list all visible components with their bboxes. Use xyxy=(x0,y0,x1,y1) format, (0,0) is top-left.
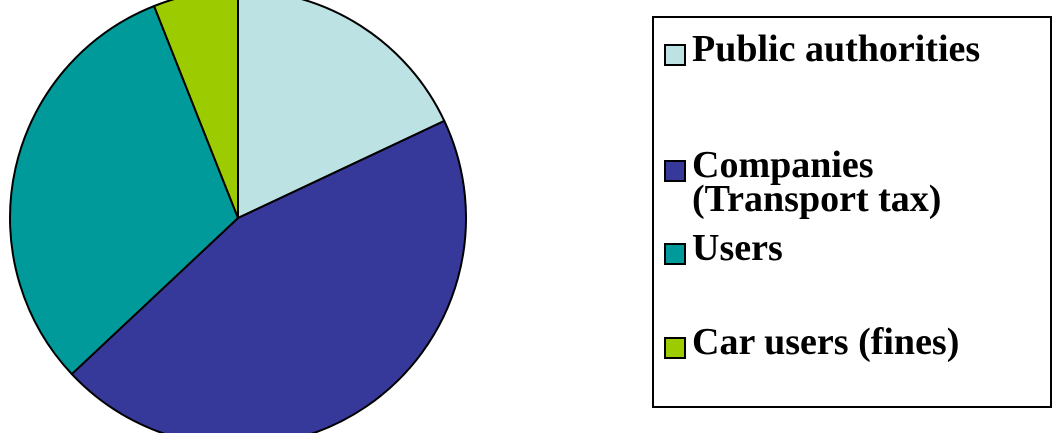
legend-item-users: Users xyxy=(664,227,783,269)
pie-chart xyxy=(9,0,467,433)
legend-label-public-authorities: Public authorities xyxy=(692,28,981,70)
pie-slice-car-users xyxy=(153,0,239,219)
pie-slice-companies xyxy=(70,119,467,433)
legend-item-companies: Companies (Transport tax) xyxy=(664,144,942,220)
pie-slice-users xyxy=(9,5,239,376)
legend-swatch-companies xyxy=(664,160,686,182)
legend-item-car-users: Car users (fines) xyxy=(664,321,960,363)
legend-swatch-public-authorities xyxy=(664,44,686,66)
legend-swatch-car-users xyxy=(664,337,686,359)
legend-item-public-authorities: Public authorities xyxy=(664,28,981,70)
legend-label-users: Users xyxy=(692,227,783,269)
pie-slice-public-authorities xyxy=(237,0,446,219)
legend-label-car-users: Car users (fines) xyxy=(692,321,960,363)
pie-slices xyxy=(9,0,467,433)
legend-swatch-users xyxy=(664,243,686,265)
legend: Public authorities Companies (Transport … xyxy=(652,16,1052,408)
legend-label-companies: Companies (Transport tax) xyxy=(692,144,942,220)
